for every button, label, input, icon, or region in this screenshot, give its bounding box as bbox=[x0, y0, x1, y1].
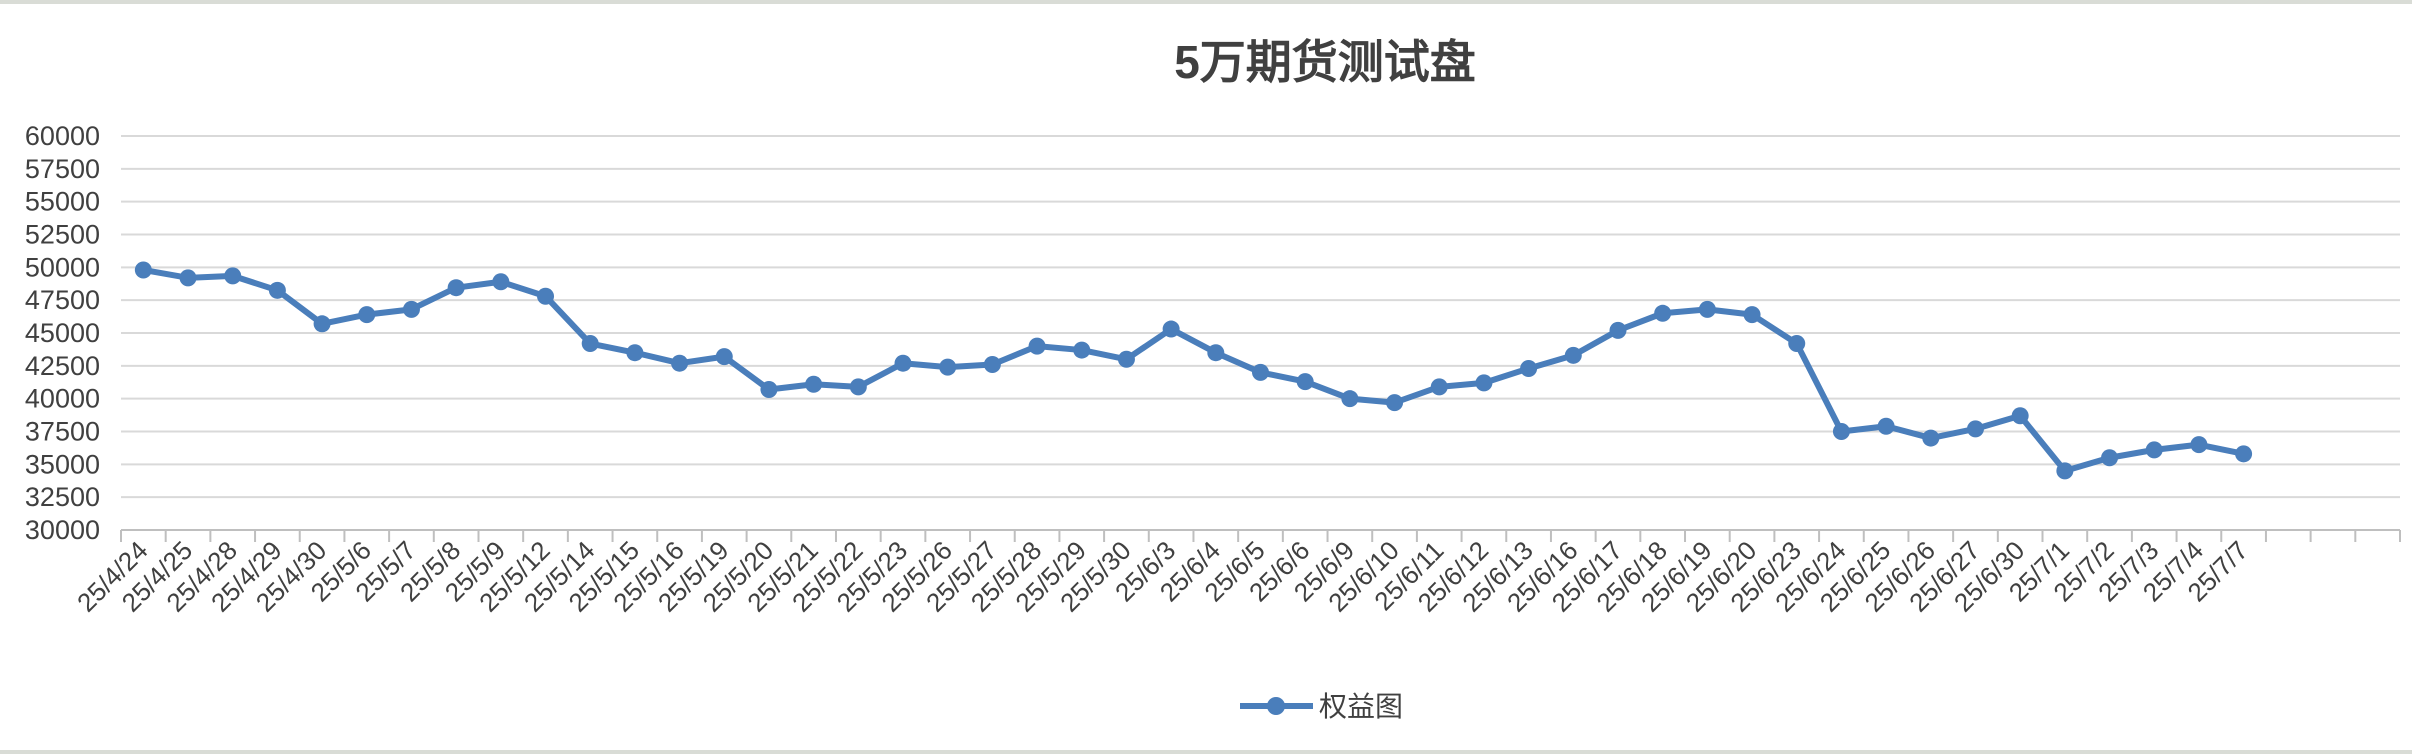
legend-swatch-marker bbox=[1267, 697, 1285, 715]
data-point bbox=[1564, 346, 1582, 364]
data-point bbox=[1832, 423, 1850, 440]
y-tick-label: 30000 bbox=[25, 515, 100, 545]
data-point bbox=[626, 344, 644, 362]
data-point bbox=[939, 358, 957, 376]
data-point bbox=[537, 287, 555, 305]
data-point bbox=[1609, 321, 1627, 339]
y-tick-label: 45000 bbox=[25, 318, 100, 348]
equity-line-chart: 5万期货测试盘 30000325003500037500400004250045… bbox=[25, 36, 2401, 722]
y-tick-label: 47500 bbox=[25, 285, 100, 315]
data-point bbox=[358, 306, 376, 324]
data-point bbox=[715, 348, 733, 366]
data-point bbox=[894, 354, 912, 372]
data-point bbox=[671, 354, 689, 372]
y-axis-ticks: 3000032500350003750040000425004500047500… bbox=[25, 121, 100, 545]
data-point bbox=[1341, 390, 1359, 408]
data-point bbox=[179, 269, 197, 287]
data-point bbox=[1654, 304, 1672, 322]
data-point bbox=[581, 335, 599, 353]
data-point bbox=[1922, 429, 1940, 447]
data-point bbox=[1073, 341, 1091, 359]
data-point bbox=[492, 273, 510, 291]
data-point bbox=[268, 281, 286, 299]
chart-title: 5万期货测试盘 bbox=[1174, 36, 1476, 88]
x-axis: 25/4/2425/4/2525/4/2825/4/2925/4/3025/5/… bbox=[71, 529, 2401, 618]
data-point bbox=[805, 375, 823, 393]
y-tick-label: 52500 bbox=[25, 220, 100, 250]
data-point bbox=[1877, 417, 1895, 435]
y-tick-label: 32500 bbox=[25, 482, 100, 512]
data-point bbox=[983, 356, 1001, 374]
legend-label: 权益图 bbox=[1319, 691, 1403, 722]
data-point bbox=[1743, 306, 1761, 324]
y-tick-label: 37500 bbox=[25, 417, 100, 447]
data-point bbox=[1698, 300, 1716, 318]
data-point bbox=[2011, 407, 2029, 425]
data-point bbox=[2190, 436, 2208, 454]
y-tick-label: 57500 bbox=[25, 154, 100, 184]
data-point bbox=[1117, 350, 1135, 368]
legend: 权益图 bbox=[1240, 691, 1403, 722]
data-point bbox=[1475, 374, 1493, 392]
data-point bbox=[402, 300, 420, 318]
y-tick-label: 50000 bbox=[25, 252, 100, 282]
data-point bbox=[849, 378, 867, 396]
y-tick-label: 40000 bbox=[25, 384, 100, 414]
data-point bbox=[1296, 373, 1314, 391]
data-point bbox=[134, 261, 152, 279]
data-point bbox=[1430, 378, 1448, 396]
data-point bbox=[224, 267, 242, 285]
data-point bbox=[1207, 344, 1225, 362]
data-point bbox=[1162, 320, 1180, 338]
data-point bbox=[1788, 335, 1806, 353]
data-point bbox=[2145, 441, 2163, 459]
data-point bbox=[1252, 363, 1269, 381]
data-point bbox=[1386, 394, 1404, 412]
data-point bbox=[1028, 337, 1046, 355]
data-point bbox=[760, 380, 778, 398]
series-layer bbox=[134, 261, 2253, 480]
y-tick-label: 55000 bbox=[25, 187, 100, 217]
data-point bbox=[2235, 445, 2253, 463]
data-point bbox=[1520, 359, 1538, 377]
data-point bbox=[313, 315, 331, 333]
gridlines bbox=[121, 135, 2400, 499]
y-tick-label: 35000 bbox=[25, 449, 100, 479]
data-point bbox=[1966, 420, 1984, 438]
y-tick-label: 42500 bbox=[25, 351, 100, 381]
data-point bbox=[447, 279, 465, 297]
data-point bbox=[2056, 462, 2074, 480]
data-point bbox=[2101, 449, 2119, 467]
y-tick-label: 60000 bbox=[25, 121, 100, 151]
